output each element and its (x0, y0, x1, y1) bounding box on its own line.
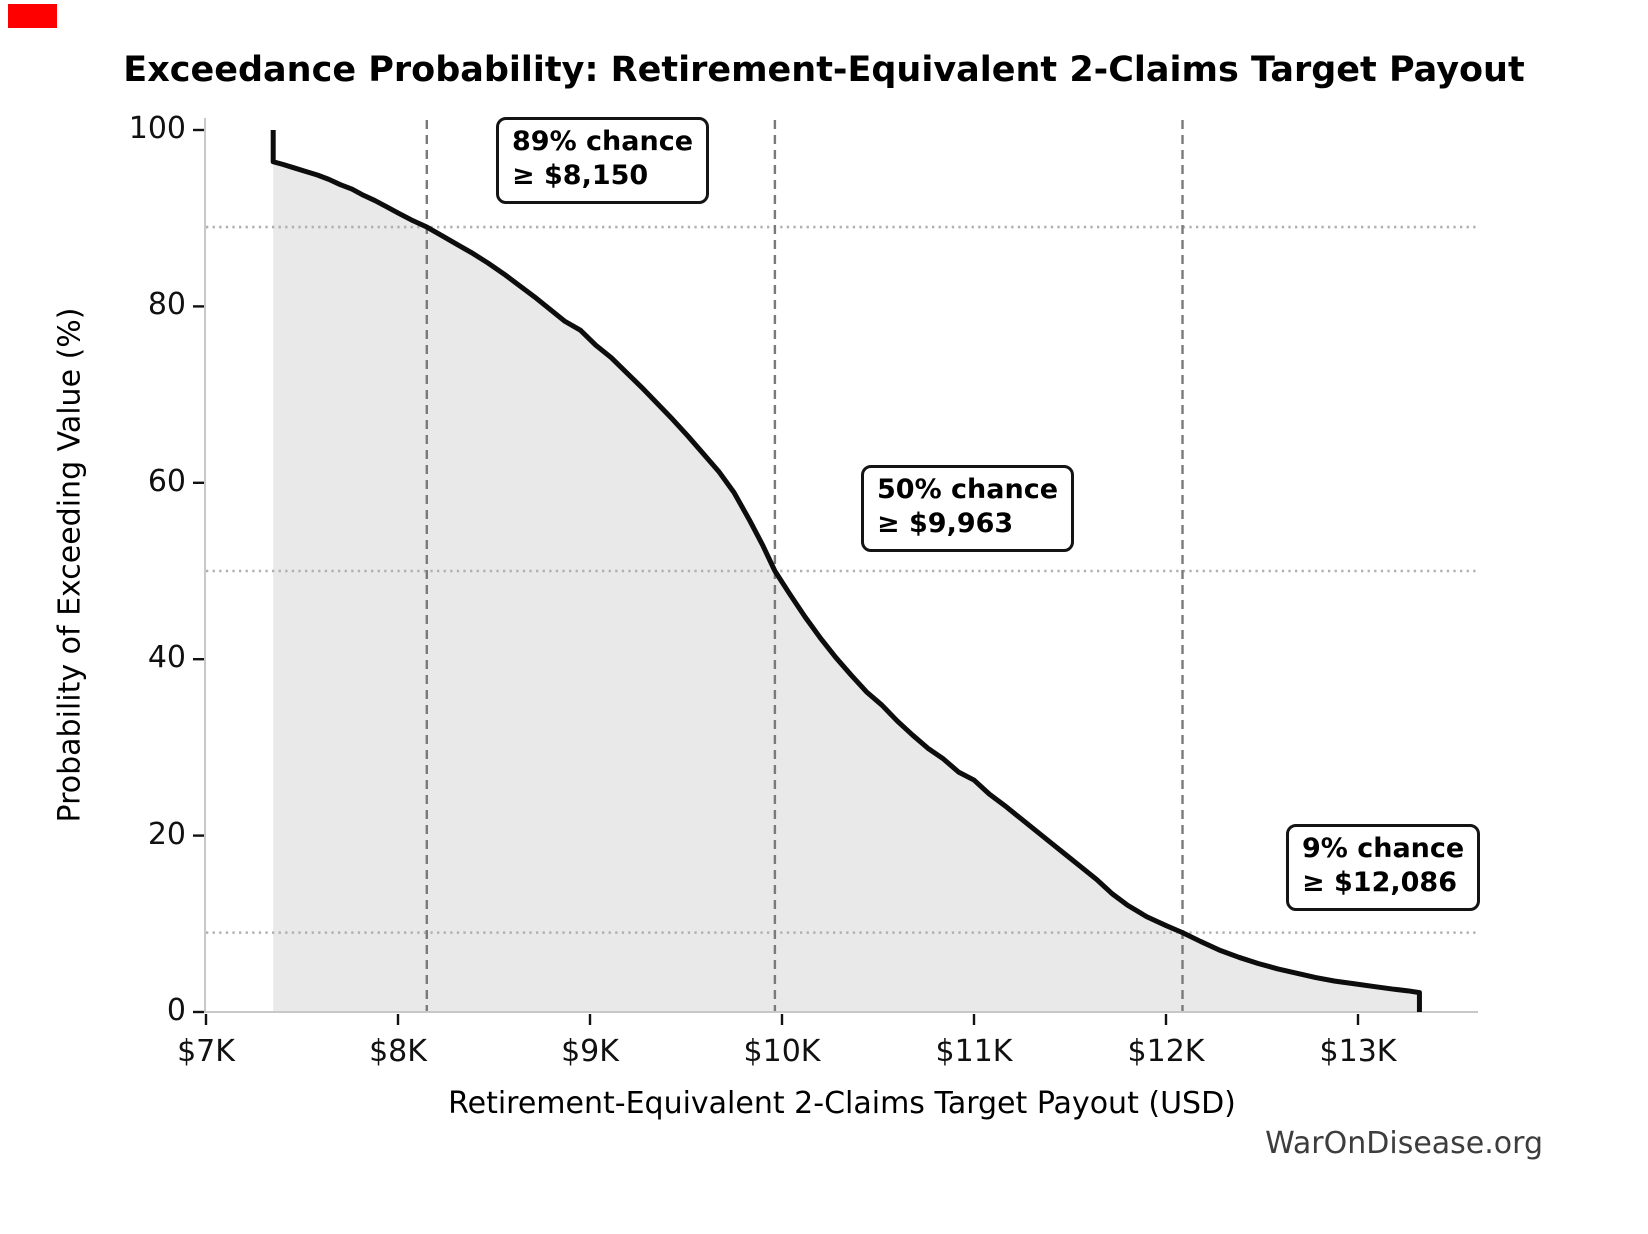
x-tick-label: $8K (369, 1034, 427, 1069)
y-tick-label: 20 (147, 816, 186, 852)
exceedance-curve (270, 130, 1422, 1012)
x-tick-label: $7K (177, 1034, 235, 1069)
annotation-line2: ≥ $12,086 (1302, 866, 1457, 898)
y-tick-label: 100 (128, 111, 186, 146)
annotation-line2: ≥ $9,963 (877, 507, 1014, 539)
x-tick-label: $12K (1127, 1034, 1205, 1069)
y-tick-label: 80 (147, 287, 186, 323)
watermark: WarOnDisease.org (1265, 1126, 1543, 1161)
x-tick-label: $10K (743, 1034, 821, 1069)
annotation-line1: 50% chance (877, 474, 1059, 505)
annotation-50-percent: 50% chance ≥ $9,963 (861, 465, 1075, 552)
y-axis-label: Probability of Exceeding Value (%) (52, 307, 88, 823)
x-tick-label: $13K (1319, 1034, 1397, 1069)
y-tick-label: 40 (147, 640, 186, 676)
annotation-line1: 9% chance (1302, 833, 1465, 864)
annotation-line1: 89% chance (512, 126, 694, 157)
y-tick-label: 60 (147, 463, 186, 499)
x-axis-label: Retirement-Equivalent 2-Claims Target Pa… (448, 1086, 1236, 1121)
annotation-89-percent: 89% chance ≥ $8,150 (496, 117, 710, 204)
x-tick-label: $11K (935, 1034, 1013, 1069)
y-tick-label: 0 (166, 993, 186, 1028)
annotation-9-percent: 9% chance ≥ $12,086 (1286, 824, 1481, 911)
x-tick-label: $9K (561, 1034, 619, 1069)
red-corner-marker (8, 4, 57, 28)
annotation-line2: ≥ $8,150 (512, 159, 649, 191)
chart-title: Exceedance Probability: Retirement-Equiv… (123, 50, 1525, 90)
area-fill (273, 130, 1420, 1012)
